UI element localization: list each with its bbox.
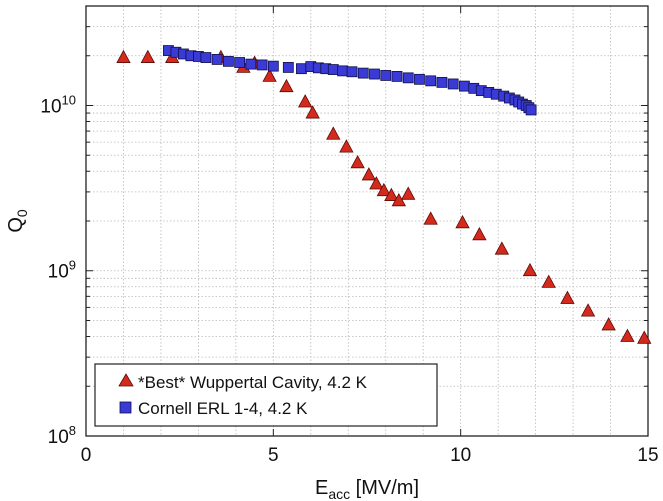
legend-square-marker <box>119 401 132 414</box>
cornell-point <box>346 66 358 78</box>
cornell-point <box>414 73 425 85</box>
x-tick-label: 5 <box>268 445 279 466</box>
wuppertal-point <box>140 49 155 63</box>
data-marks <box>116 45 652 344</box>
wuppertal-point <box>401 186 416 200</box>
wuppertal-point <box>326 126 341 140</box>
wuppertal-point <box>391 192 407 207</box>
wuppertal-point <box>384 187 399 201</box>
wuppertal-point <box>541 274 556 288</box>
cornell-point <box>234 57 246 68</box>
wuppertal-point <box>601 317 616 331</box>
wuppertal-point <box>116 49 131 63</box>
wuppertal-point <box>560 290 575 304</box>
cornell-point <box>222 55 234 67</box>
wuppertal-point <box>350 154 365 169</box>
cornell-point <box>425 75 437 87</box>
axis-ticks <box>85 6 649 436</box>
wuppertal-point <box>305 105 320 119</box>
cornell-point <box>256 59 268 71</box>
cornell-point <box>447 78 459 90</box>
cornell-point <box>282 62 294 73</box>
cornell-point <box>380 70 392 81</box>
wuppertal-point <box>455 214 470 229</box>
legend-entry-wuppertal: *Best* Wuppertal Cavity, 4.2 K <box>138 373 368 392</box>
cornell-point <box>200 52 212 63</box>
wuppertal-point <box>494 241 510 255</box>
legend-triangle-marker <box>118 373 134 387</box>
legend: *Best* Wuppertal Cavity, 4.2 K Cornell E… <box>94 363 438 427</box>
x-tick-labels: 0 5 10 15 <box>81 445 659 466</box>
cornell-point <box>245 58 257 70</box>
wuppertal-point <box>376 182 392 197</box>
wuppertal-point <box>472 226 487 241</box>
wuppertal-point <box>369 176 384 190</box>
x-tick-label: 0 <box>81 445 92 466</box>
cornell-point <box>337 65 349 77</box>
y-tick-label: 109 <box>48 258 76 283</box>
cornell-point <box>267 60 279 72</box>
cornell-point <box>327 64 339 75</box>
cornell-point <box>369 68 380 80</box>
x-axis-label: Eacc [MV/m] <box>315 477 419 501</box>
y-tick-labels: 108 109 1010 <box>40 92 76 448</box>
cornell-point <box>211 54 223 65</box>
cornell-point <box>402 72 414 84</box>
cornell-point <box>296 63 307 75</box>
cornell-point <box>436 76 448 88</box>
y-axis-label: Q0 <box>5 209 30 233</box>
legend-box <box>94 363 438 427</box>
wuppertal-point <box>522 262 538 277</box>
wuppertal-point <box>298 94 313 108</box>
x-tick-label: 15 <box>637 445 658 466</box>
wuppertal-point <box>423 211 438 225</box>
cornell-point <box>391 70 403 82</box>
wuppertal-point <box>637 330 652 344</box>
cornell-point <box>459 80 470 92</box>
wuppertal-point <box>580 303 596 317</box>
wuppertal-point <box>279 78 294 93</box>
cornell-point <box>525 104 537 116</box>
wuppertal-point <box>339 139 354 153</box>
legend-entry-cornell: Cornell ERL 1-4, 4.2 K <box>138 399 308 418</box>
y-tick-label: 1010 <box>40 92 76 117</box>
wuppertal-point <box>361 167 377 181</box>
wuppertal-point <box>620 328 635 342</box>
x-tick-label: 10 <box>450 445 471 466</box>
y-tick-label: 108 <box>48 423 76 448</box>
cornell-point <box>357 67 369 79</box>
wuppertal-point <box>262 68 277 82</box>
